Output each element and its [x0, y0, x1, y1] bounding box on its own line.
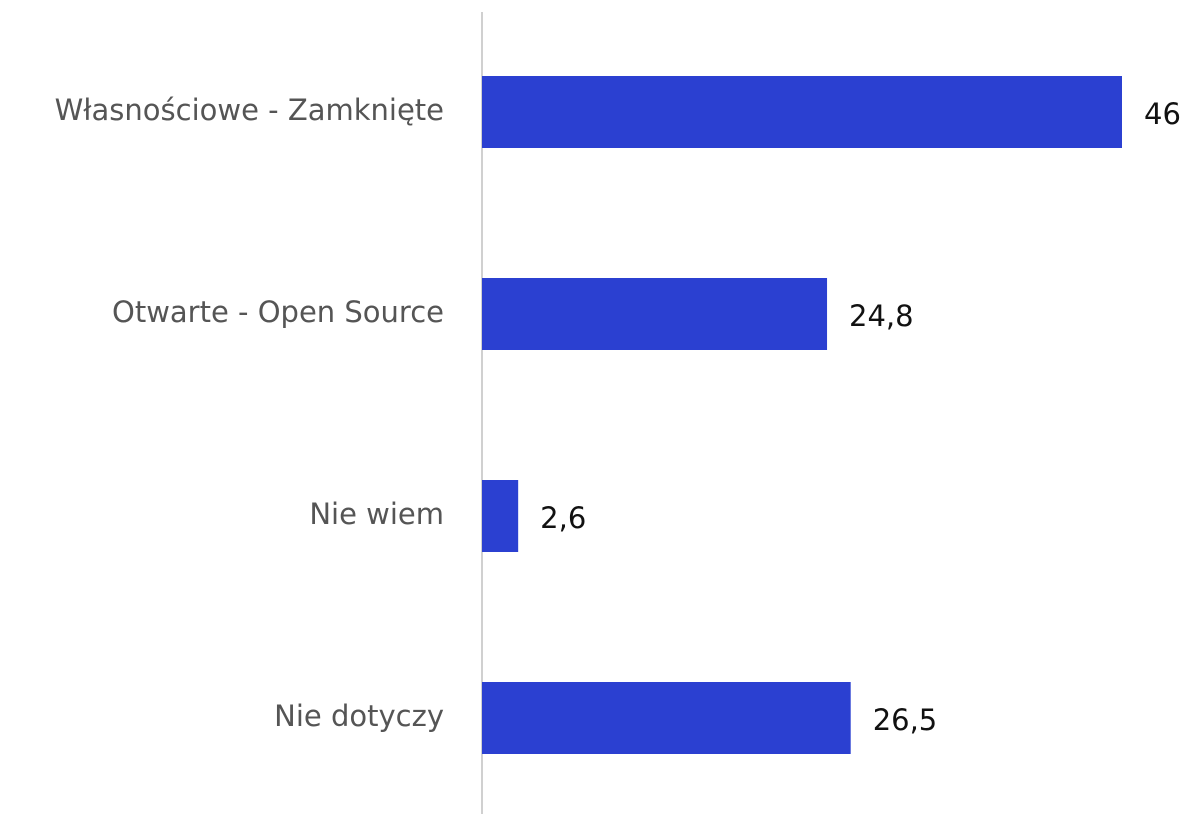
category-label: Nie dotyczy: [274, 699, 444, 733]
category-label: Otwarte - Open Source: [112, 295, 444, 329]
category-label: Własnościowe - Zamknięte: [55, 93, 444, 127]
value-label: 2,6: [540, 501, 586, 535]
bar: [482, 278, 828, 350]
category-label: Nie wiem: [309, 497, 444, 531]
value-label: 26,5: [873, 703, 938, 737]
bar: [482, 480, 519, 552]
value-label: 46: [1144, 97, 1181, 131]
value-label: 24,8: [849, 299, 914, 333]
bar: [482, 76, 1122, 148]
bar: [482, 682, 851, 754]
